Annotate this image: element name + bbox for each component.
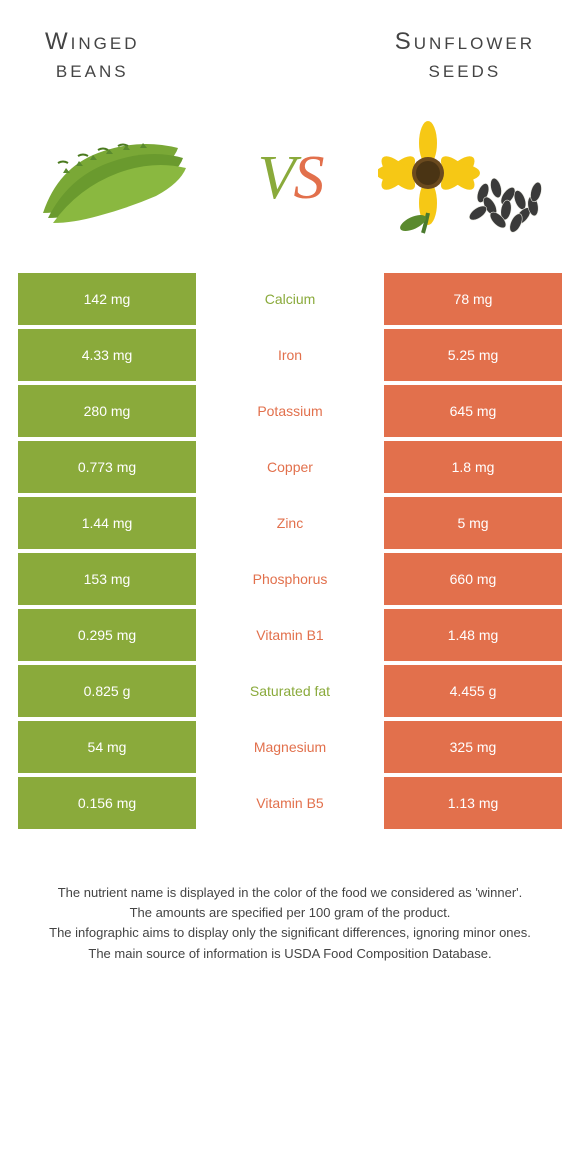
left-value: 1.44 mg bbox=[18, 497, 196, 549]
table-row: 280 mgPotassium645 mg bbox=[18, 385, 562, 437]
left-value: 0.773 mg bbox=[18, 441, 196, 493]
table-row: 4.33 mgIron5.25 mg bbox=[18, 329, 562, 381]
table-row: 0.156 mgVitamin B51.13 mg bbox=[18, 777, 562, 829]
left-value: 0.825 g bbox=[18, 665, 196, 717]
right-value: 1.8 mg bbox=[384, 441, 562, 493]
sunflower-seeds-image bbox=[375, 113, 555, 243]
right-value: 78 mg bbox=[384, 273, 562, 325]
title-right-line1: Sunflower bbox=[395, 28, 535, 55]
nutrient-label: Copper bbox=[196, 441, 384, 493]
table-row: 0.295 mgVitamin B11.48 mg bbox=[18, 609, 562, 661]
nutrient-label: Calcium bbox=[196, 273, 384, 325]
footer-line1: The nutrient name is displayed in the co… bbox=[32, 883, 548, 903]
title-left-line1: Winged bbox=[45, 28, 140, 55]
title-right: Sunflower seeds bbox=[395, 28, 535, 83]
footer-line3: The infographic aims to display only the… bbox=[32, 923, 548, 943]
right-value: 1.13 mg bbox=[384, 777, 562, 829]
nutrient-label: Phosphorus bbox=[196, 553, 384, 605]
nutrient-label: Saturated fat bbox=[196, 665, 384, 717]
vs-label: VS bbox=[258, 143, 323, 214]
footer-line4: The main source of information is USDA F… bbox=[32, 944, 548, 964]
right-value: 645 mg bbox=[384, 385, 562, 437]
vs-v: V bbox=[258, 144, 294, 212]
nutrient-label: Magnesium bbox=[196, 721, 384, 773]
nutrient-label: Zinc bbox=[196, 497, 384, 549]
right-value: 1.48 mg bbox=[384, 609, 562, 661]
left-value: 0.295 mg bbox=[18, 609, 196, 661]
title-left: Winged beans bbox=[45, 28, 140, 83]
table-row: 54 mgMagnesium325 mg bbox=[18, 721, 562, 773]
title-right-line2: seeds bbox=[429, 56, 502, 83]
table-row: 0.773 mgCopper1.8 mg bbox=[18, 441, 562, 493]
right-value: 4.455 g bbox=[384, 665, 562, 717]
nutrient-label: Vitamin B1 bbox=[196, 609, 384, 661]
right-value: 660 mg bbox=[384, 553, 562, 605]
title-left-line2: beans bbox=[56, 56, 129, 83]
images-row: VS bbox=[0, 93, 580, 273]
vs-s: S bbox=[293, 144, 322, 212]
left-value: 142 mg bbox=[18, 273, 196, 325]
winged-beans-image bbox=[25, 113, 205, 243]
nutrient-label: Iron bbox=[196, 329, 384, 381]
nutrient-label: Vitamin B5 bbox=[196, 777, 384, 829]
left-value: 153 mg bbox=[18, 553, 196, 605]
left-value: 4.33 mg bbox=[18, 329, 196, 381]
nutrient-label: Potassium bbox=[196, 385, 384, 437]
left-value: 0.156 mg bbox=[18, 777, 196, 829]
left-value: 280 mg bbox=[18, 385, 196, 437]
footer-line2: The amounts are specified per 100 gram o… bbox=[32, 903, 548, 923]
right-value: 5 mg bbox=[384, 497, 562, 549]
table-row: 153 mgPhosphorus660 mg bbox=[18, 553, 562, 605]
right-value: 5.25 mg bbox=[384, 329, 562, 381]
right-value: 325 mg bbox=[384, 721, 562, 773]
left-value: 54 mg bbox=[18, 721, 196, 773]
footer-notes: The nutrient name is displayed in the co… bbox=[0, 833, 580, 964]
table-row: 1.44 mgZinc5 mg bbox=[18, 497, 562, 549]
table-row: 142 mgCalcium78 mg bbox=[18, 273, 562, 325]
header: Winged beans Sunflower seeds bbox=[0, 0, 580, 93]
table-row: 0.825 gSaturated fat4.455 g bbox=[18, 665, 562, 717]
comparison-table: 142 mgCalcium78 mg4.33 mgIron5.25 mg280 … bbox=[0, 273, 580, 829]
